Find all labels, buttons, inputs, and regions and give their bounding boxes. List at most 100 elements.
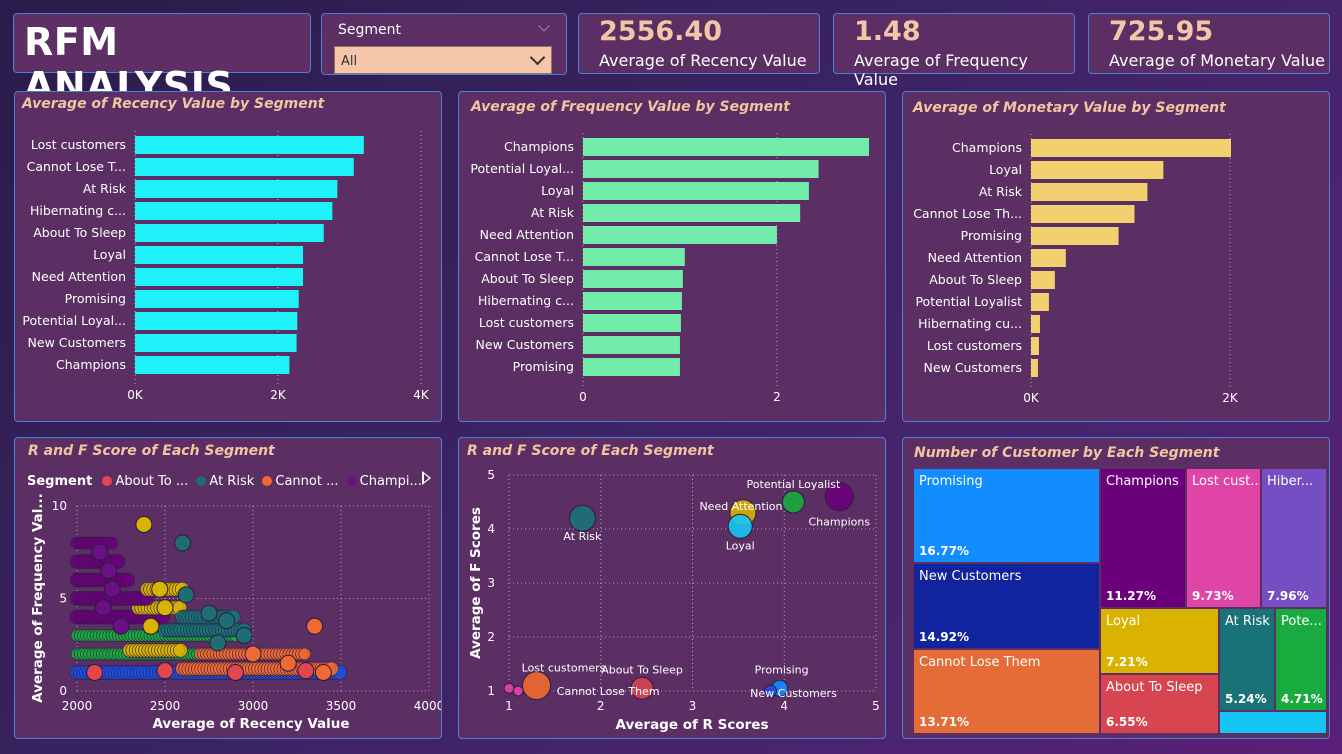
treemap-cell-percent: 16.77% bbox=[919, 544, 969, 558]
treemap-cell[interactable]: Hiber... 7.96% bbox=[1261, 468, 1327, 608]
bar bbox=[1031, 249, 1066, 267]
legend-swatch bbox=[102, 476, 113, 486]
monetary-bar-chart[interactable]: Average of Monetary Value by Segment 0K 2… bbox=[902, 91, 1330, 422]
bar bbox=[1031, 205, 1135, 223]
category-label: Need Attention bbox=[928, 250, 1022, 265]
category-label: Hibernating c... bbox=[478, 293, 574, 308]
kpi-card-monetary: 725.95 Average of Monetary Value bbox=[1088, 13, 1330, 74]
bar bbox=[1031, 183, 1148, 201]
data-label: Cannot Lose Them bbox=[557, 685, 660, 698]
chart-title: Average of Monetary Value by Segment bbox=[913, 100, 1226, 116]
data-label: About To Sleep bbox=[601, 663, 683, 676]
category-label: Cannot Lose T... bbox=[475, 249, 574, 264]
category-label: Cannot Lose Th... bbox=[913, 206, 1022, 221]
bar bbox=[1031, 227, 1119, 245]
legend-item[interactable]: Champi... bbox=[346, 474, 422, 489]
data-label: Potential Loyalist bbox=[747, 478, 841, 491]
x-tick-label: 3500 bbox=[326, 699, 357, 713]
segment-dropdown-value: All bbox=[341, 54, 358, 69]
treemap-cell[interactable] bbox=[1219, 711, 1327, 734]
x-tick-label: 4 bbox=[780, 699, 788, 713]
legend-item[interactable]: About To ... bbox=[102, 474, 188, 489]
legend-next-arrow-icon[interactable] bbox=[422, 471, 431, 485]
category-label: About To Sleep bbox=[481, 271, 574, 286]
x-tick-label: 0K bbox=[1023, 391, 1040, 405]
scatter-point bbox=[156, 599, 174, 617]
category-label: Lost customers bbox=[479, 315, 574, 330]
scatter-point bbox=[568, 504, 596, 532]
treemap-cell[interactable]: Loyal 7.21% bbox=[1100, 608, 1219, 674]
x-tick-label: 3 bbox=[689, 699, 697, 713]
bar bbox=[583, 204, 801, 222]
data-label: At Risk bbox=[563, 530, 602, 543]
scatter-point bbox=[135, 516, 153, 533]
treemap-cell[interactable]: Cannot Lose Them 13.71% bbox=[913, 649, 1100, 734]
scatter-point bbox=[156, 662, 174, 680]
collapse-icon[interactable] bbox=[538, 20, 550, 32]
kpi-value: 725.95 bbox=[1109, 16, 1214, 47]
customer-segment-treemap[interactable]: Number of Customer by Each Segment Promi… bbox=[902, 437, 1330, 739]
recency-bar-chart[interactable]: Average of Recency Value by Segment 0K 2K… bbox=[14, 91, 442, 422]
segment-slicer[interactable]: Segment All bbox=[321, 13, 567, 75]
kpi-card-recency: 2556.40 Average of Recency Value bbox=[578, 13, 820, 74]
treemap-cell[interactable]: About To Sleep 6.55% bbox=[1100, 674, 1219, 734]
legend-item[interactable]: Cannot ... bbox=[262, 474, 339, 489]
scatter-point bbox=[630, 676, 654, 700]
y-tick-label: 10 bbox=[52, 499, 67, 513]
chevron-down-icon[interactable] bbox=[529, 49, 546, 66]
kpi-label: Average of Monetary Value bbox=[1109, 51, 1326, 70]
data-label: Lost customers bbox=[522, 662, 606, 675]
bar bbox=[135, 290, 299, 308]
bar bbox=[135, 158, 354, 176]
treemap-cell-percent: 7.96% bbox=[1267, 589, 1309, 603]
bar bbox=[1031, 161, 1164, 179]
kpi-value: 1.48 bbox=[854, 16, 921, 47]
category-label: Champions bbox=[56, 357, 126, 372]
scatter-point bbox=[512, 685, 524, 697]
treemap-cell[interactable]: Pote... 4.71% bbox=[1275, 608, 1327, 711]
scatter-point bbox=[174, 534, 192, 552]
bar bbox=[135, 202, 333, 220]
data-label: Need Attention bbox=[699, 500, 782, 513]
category-label: Lost customers bbox=[927, 338, 1022, 353]
scatter-point bbox=[314, 664, 332, 681]
bar bbox=[583, 182, 809, 200]
category-label: At Risk bbox=[979, 184, 1023, 199]
segment-dropdown[interactable]: All bbox=[334, 46, 552, 74]
scatter-point bbox=[103, 580, 121, 598]
treemap-cell-label: Cannot Lose Them bbox=[919, 655, 1041, 670]
scatter-point bbox=[218, 612, 236, 630]
data-label: Promising bbox=[755, 663, 809, 676]
category-label: Promising bbox=[961, 228, 1022, 243]
x-tick-label: 0K bbox=[127, 388, 144, 402]
x-tick-label: 2 bbox=[773, 390, 781, 404]
treemap-cell[interactable]: At Risk 5.24% bbox=[1219, 608, 1275, 711]
treemap-cell-percent: 13.71% bbox=[919, 715, 969, 729]
scatter-point bbox=[226, 664, 244, 681]
rf-scatter-recency[interactable]: R and F Score of Each Segment Segment Ab… bbox=[14, 437, 442, 739]
bar bbox=[583, 248, 685, 266]
treemap-cell[interactable]: Promising 16.77% bbox=[913, 468, 1100, 563]
category-label: Potential Loyal... bbox=[22, 313, 126, 328]
bar bbox=[1031, 315, 1040, 333]
y-tick-label: 1 bbox=[487, 684, 495, 698]
x-axis-title: Average of R Scores bbox=[615, 717, 768, 733]
treemap-cell[interactable]: Champions 11.27% bbox=[1100, 468, 1186, 608]
treemap-cell[interactable]: Lost cust... 9.73% bbox=[1186, 468, 1261, 608]
treemap-cell-label: Promising bbox=[919, 474, 983, 489]
treemap-cell-label: New Customers bbox=[919, 569, 1022, 584]
scatter-point bbox=[151, 580, 169, 598]
category-label: Promising bbox=[513, 359, 574, 374]
category-label: Hibernating cu... bbox=[918, 316, 1022, 331]
treemap-cell[interactable]: New Customers 14.92% bbox=[913, 563, 1100, 649]
legend-item[interactable]: At Risk bbox=[196, 474, 254, 489]
scatter-point bbox=[142, 617, 160, 635]
scatter-point bbox=[86, 664, 104, 681]
scatter-point bbox=[522, 671, 552, 701]
y-tick-label: 4 bbox=[487, 522, 495, 536]
scatter-recency-svg: 2000 2500 3000 3500 4000 0 5 10 Average of Recen… bbox=[30, 493, 441, 732]
frequency-bar-chart[interactable]: Average of Frequency Value by Segment 0 2… bbox=[458, 91, 886, 422]
chart-title: R and F Score of Each Segment bbox=[467, 443, 714, 459]
scatter-point bbox=[244, 645, 262, 663]
